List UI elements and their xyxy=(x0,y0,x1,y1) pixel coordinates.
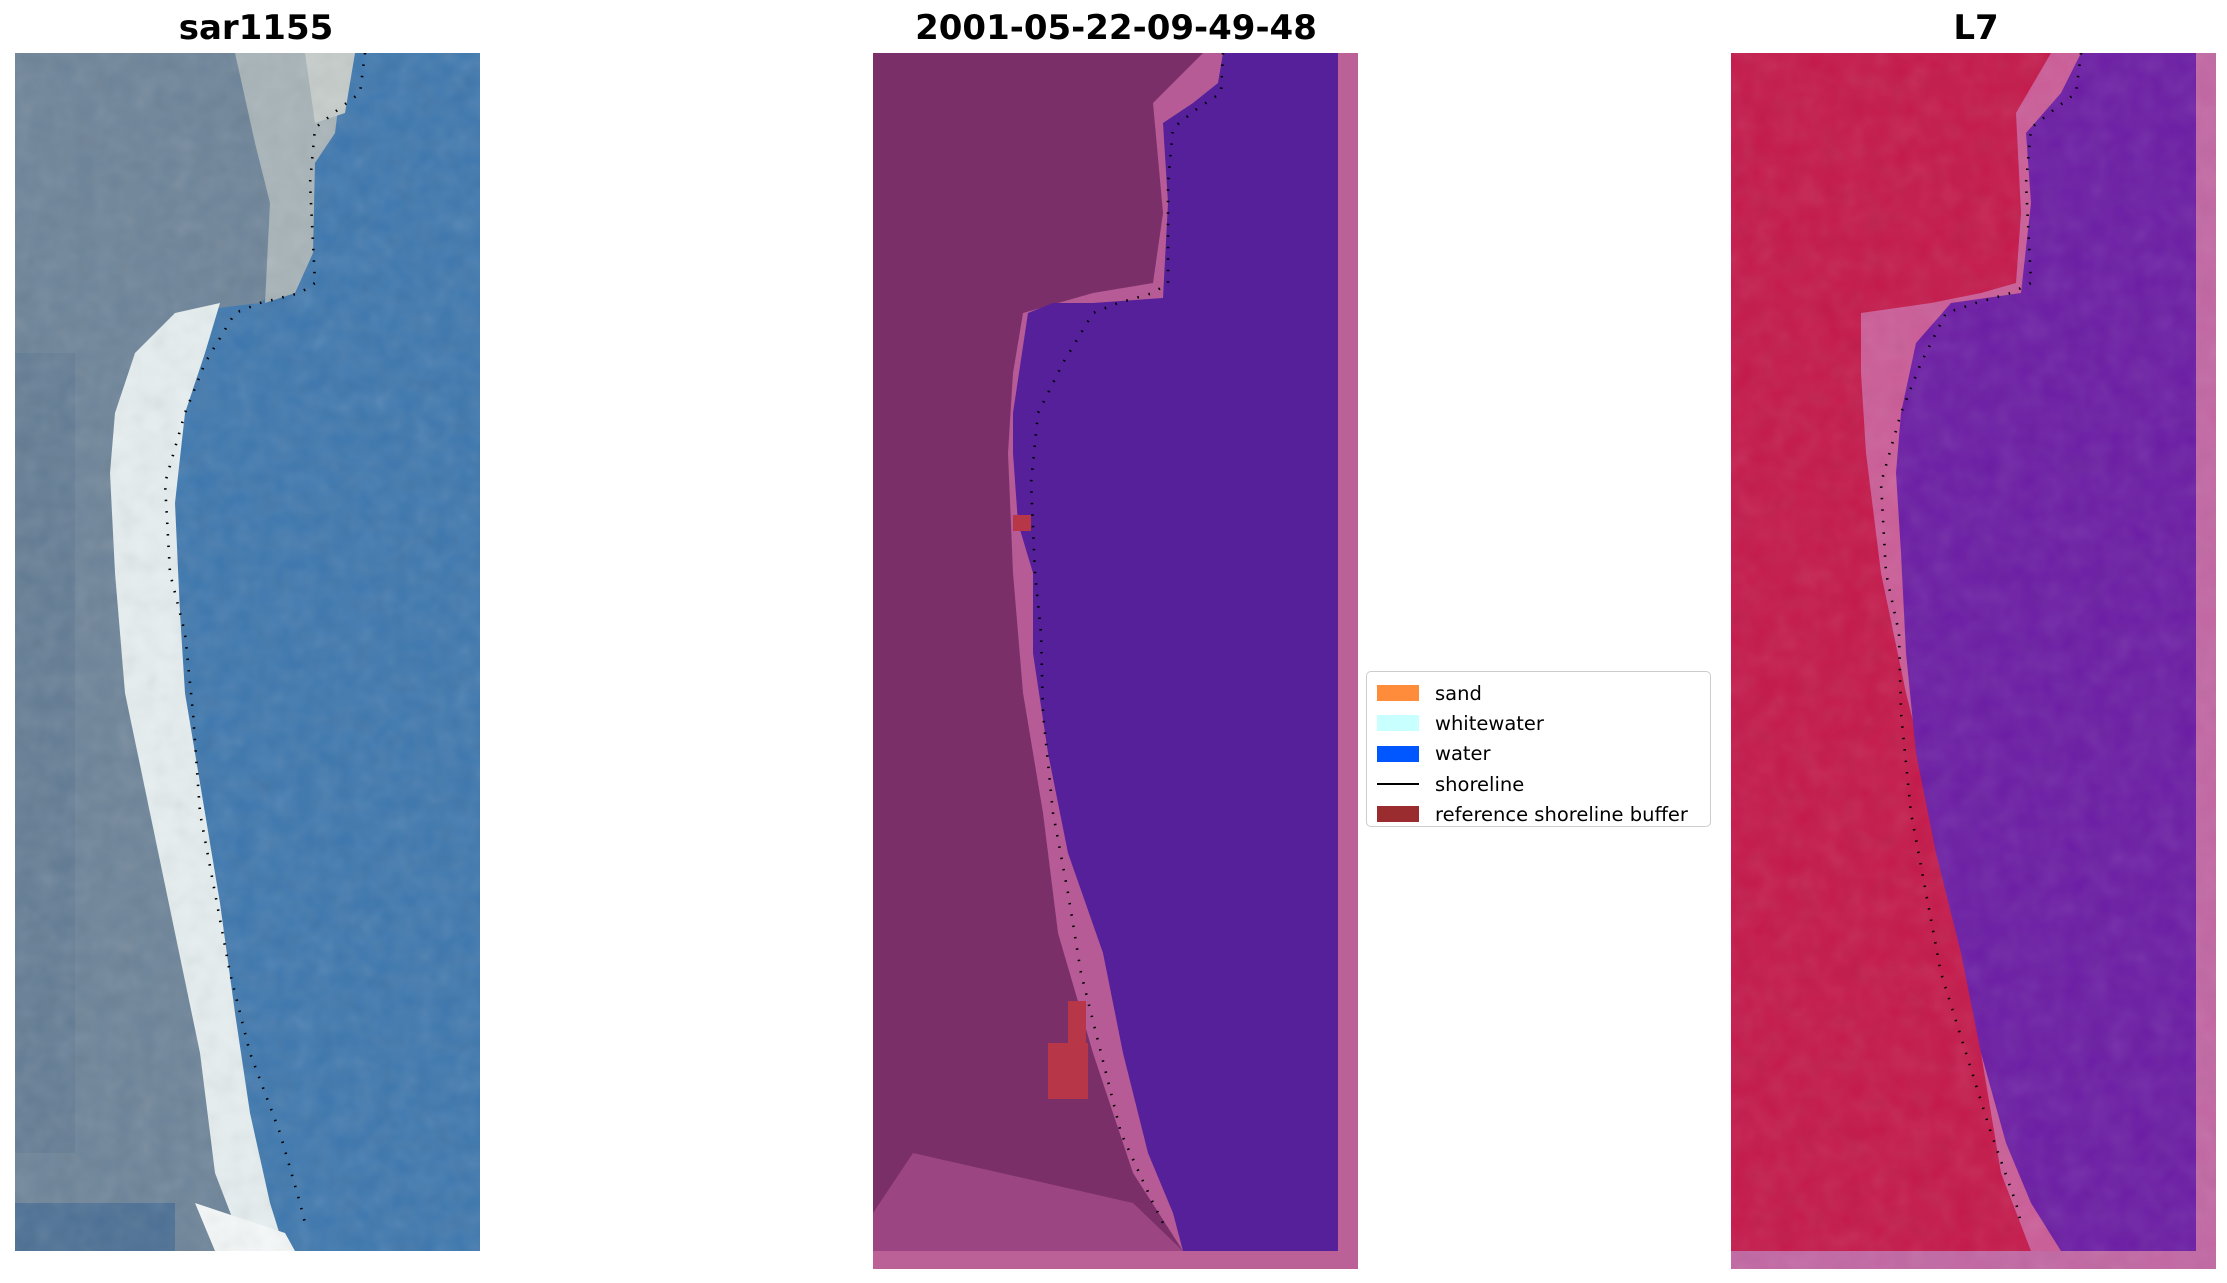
legend-item-sand: sand xyxy=(1367,678,1710,708)
rgb-satellite-image xyxy=(15,53,480,1251)
legend-item-shoreline: shoreline xyxy=(1367,769,1710,799)
index-image xyxy=(1731,53,2216,1269)
sand-swatch xyxy=(1377,685,1419,702)
legend: sand whitewater water shoreline referenc… xyxy=(1366,671,1711,827)
legend-label-sand: sand xyxy=(1435,681,1482,705)
legend-item-water: water xyxy=(1367,739,1710,769)
legend-label-whitewater: whitewater xyxy=(1435,711,1544,735)
water-swatch xyxy=(1377,745,1419,762)
legend-label-reference-buffer: reference shoreline buffer xyxy=(1435,802,1688,826)
panel-title-rgb: sar1155 xyxy=(178,8,334,48)
legend-item-reference-buffer: reference shoreline buffer xyxy=(1367,799,1710,829)
legend-label-shoreline: shoreline xyxy=(1435,772,1525,796)
panel-title-classified: 2001-05-22-09-49-48 xyxy=(915,8,1317,48)
reference-buffer-swatch xyxy=(1377,806,1419,823)
whitewater-swatch xyxy=(1377,715,1419,732)
shoreline-line-icon xyxy=(1377,782,1419,786)
legend-label-water: water xyxy=(1435,742,1491,766)
panel-title-index: L7 xyxy=(1953,8,1999,48)
legend-item-whitewater: whitewater xyxy=(1367,708,1710,738)
classified-image xyxy=(873,53,1358,1269)
